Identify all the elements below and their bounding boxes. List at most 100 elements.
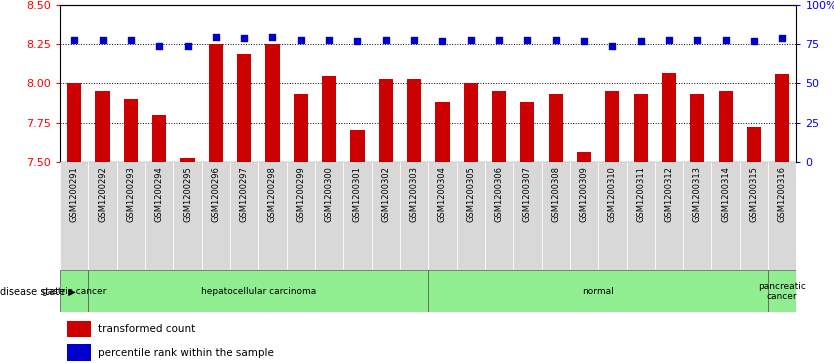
Text: GSM1200302: GSM1200302	[381, 166, 390, 222]
Text: GSM1200313: GSM1200313	[693, 166, 702, 222]
Bar	[322, 76, 336, 162]
Point	[577, 38, 590, 44]
Bar	[691, 94, 705, 162]
Bar	[67, 83, 81, 162]
Text: GSM1200309: GSM1200309	[580, 166, 589, 222]
Text: GSM1200298: GSM1200298	[268, 166, 277, 222]
Text: GSM1200299: GSM1200299	[296, 166, 305, 222]
Point	[691, 37, 704, 43]
Bar	[372, 162, 400, 270]
Point	[520, 37, 534, 43]
Bar	[577, 152, 591, 162]
Bar	[202, 162, 230, 270]
Bar	[407, 79, 421, 162]
Bar	[598, 162, 626, 270]
Bar	[768, 162, 796, 270]
Bar	[68, 344, 91, 361]
Text: GSM1200300: GSM1200300	[324, 166, 334, 222]
Text: GSM1200296: GSM1200296	[211, 166, 220, 222]
Bar	[626, 162, 655, 270]
Point	[492, 37, 505, 43]
Text: GSM1200303: GSM1200303	[409, 166, 419, 222]
Point	[662, 37, 676, 43]
Bar	[95, 91, 109, 162]
Text: percentile rank within the sample: percentile rank within the sample	[98, 348, 274, 358]
Text: hepatocellular carcinoma: hepatocellular carcinoma	[201, 287, 316, 296]
Bar	[435, 102, 450, 162]
Bar	[776, 74, 790, 162]
Text: gastric cancer: gastric cancer	[42, 287, 107, 296]
Point	[719, 37, 732, 43]
Bar	[173, 162, 202, 270]
Point	[323, 37, 336, 43]
Bar	[747, 127, 761, 162]
Text: GSM1200312: GSM1200312	[665, 166, 674, 222]
Point	[238, 35, 251, 41]
Bar	[711, 162, 740, 270]
Bar	[379, 79, 393, 162]
Bar	[180, 158, 194, 162]
Bar	[719, 91, 733, 162]
Bar	[655, 162, 683, 270]
Bar	[464, 83, 478, 162]
Bar	[60, 162, 88, 270]
Bar	[400, 162, 429, 270]
Bar	[485, 162, 513, 270]
Text: GSM1200304: GSM1200304	[438, 166, 447, 222]
Text: GSM1200310: GSM1200310	[608, 166, 617, 222]
Bar	[287, 162, 315, 270]
Bar	[520, 102, 535, 162]
Bar	[541, 162, 570, 270]
Bar	[88, 162, 117, 270]
Point	[549, 37, 562, 43]
Bar	[570, 162, 598, 270]
Text: GSM1200315: GSM1200315	[750, 166, 758, 222]
Bar	[145, 162, 173, 270]
Bar	[60, 270, 88, 312]
Bar	[429, 270, 768, 312]
Text: GSM1200291: GSM1200291	[70, 166, 78, 222]
Point	[68, 37, 81, 43]
Bar	[768, 270, 796, 312]
Text: GSM1200311: GSM1200311	[636, 166, 646, 222]
Point	[124, 37, 138, 43]
Bar	[294, 94, 308, 162]
Bar	[605, 91, 620, 162]
Point	[351, 38, 364, 44]
Text: GSM1200297: GSM1200297	[239, 166, 249, 222]
Point	[294, 37, 308, 43]
Point	[776, 35, 789, 41]
Bar	[117, 162, 145, 270]
Bar	[123, 99, 138, 162]
Point	[266, 34, 279, 40]
Bar	[230, 162, 259, 270]
Bar	[259, 162, 287, 270]
Bar	[315, 162, 344, 270]
Point	[435, 38, 449, 44]
Bar	[237, 54, 251, 162]
Bar	[492, 91, 506, 162]
Text: GSM1200307: GSM1200307	[523, 166, 532, 222]
Bar	[88, 270, 429, 312]
Point	[747, 38, 761, 44]
Text: normal: normal	[582, 287, 614, 296]
Text: disease state ▶: disease state ▶	[0, 286, 76, 296]
Point	[96, 37, 109, 43]
Bar	[68, 321, 91, 337]
Point	[379, 37, 393, 43]
Point	[209, 34, 223, 40]
Bar	[549, 94, 563, 162]
Point	[464, 37, 477, 43]
Text: GSM1200301: GSM1200301	[353, 166, 362, 222]
Bar	[456, 162, 485, 270]
Bar	[208, 45, 223, 162]
Bar	[634, 94, 648, 162]
Text: transformed count: transformed count	[98, 324, 196, 334]
Bar	[344, 162, 372, 270]
Text: GSM1200293: GSM1200293	[127, 166, 135, 222]
Bar	[429, 162, 456, 270]
Text: GSM1200294: GSM1200294	[154, 166, 163, 222]
Text: GSM1200308: GSM1200308	[551, 166, 560, 222]
Point	[181, 43, 194, 49]
Text: GSM1200292: GSM1200292	[98, 166, 107, 222]
